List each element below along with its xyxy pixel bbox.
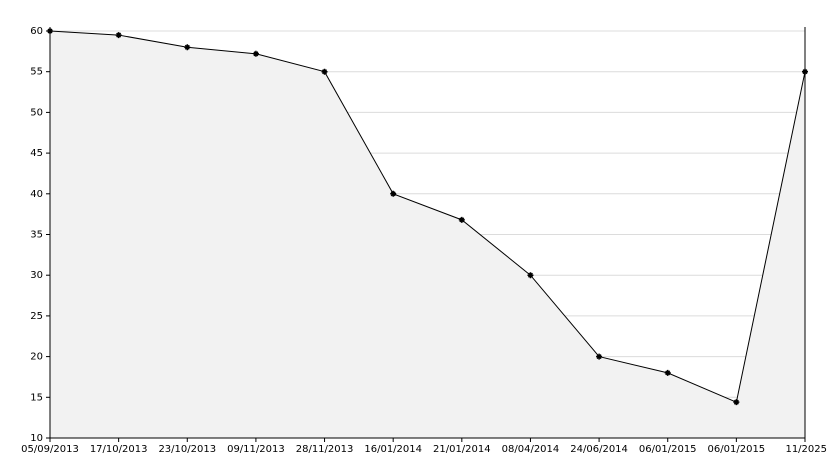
point-marker <box>252 50 259 57</box>
y-tick-label: 55 <box>30 67 43 78</box>
y-tick-label: 40 <box>30 189 43 200</box>
x-tick-label: 21/01/2014 <box>433 444 491 455</box>
x-tick-label: 05/09/2013 <box>21 444 79 455</box>
point-marker <box>458 216 465 223</box>
point-marker <box>390 190 397 197</box>
x-tick-label: 24/06/2014 <box>570 444 628 455</box>
point-marker <box>115 32 122 39</box>
y-tick-label: 30 <box>30 270 43 281</box>
y-tick-label: 60 <box>30 26 43 37</box>
y-tick-label: 50 <box>30 107 43 118</box>
x-tick-label: 06/01/2015 <box>639 444 697 455</box>
y-tick-label: 45 <box>30 148 43 159</box>
line <box>49 30 806 403</box>
y-tick-label: 20 <box>30 352 43 363</box>
y-tick-label: 10 <box>30 433 43 444</box>
y-tick-label: 25 <box>30 311 43 322</box>
x-tick-label: 09/11/2013 <box>227 444 285 455</box>
area-fill <box>50 31 805 438</box>
y-tick-label: 15 <box>30 392 43 403</box>
x-tick-label: 06/01/2015 <box>708 444 766 455</box>
x-tick-label: 11/2025 <box>785 444 827 455</box>
x-tick-label: 28/11/2013 <box>296 444 354 455</box>
x-tick-label: 23/10/2013 <box>158 444 216 455</box>
y-tick-label: 35 <box>30 230 43 241</box>
x-tick-label: 08/04/2014 <box>502 444 560 455</box>
point-marker <box>321 68 328 75</box>
x-tick-label: 16/01/2014 <box>364 444 422 455</box>
point-marker <box>527 272 534 279</box>
point-marker <box>596 353 603 360</box>
point-marker <box>733 399 740 406</box>
point-marker <box>184 44 191 51</box>
x-tick-label: 17/10/2013 <box>90 444 148 455</box>
point-marker <box>664 369 671 376</box>
